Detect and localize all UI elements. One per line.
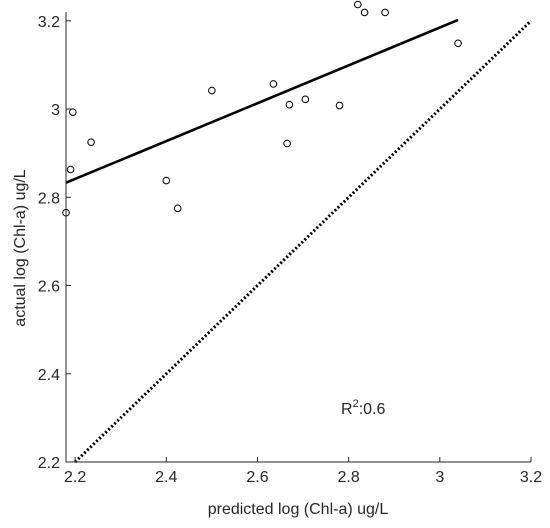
y-axis-label: actual log (Chl-a) ug/L bbox=[12, 169, 29, 327]
data-point bbox=[335, 101, 344, 110]
data-point bbox=[381, 8, 389, 17]
data-point bbox=[208, 86, 216, 95]
data-point bbox=[454, 39, 462, 48]
y-axis: 2.2 2.4 2.6 2.8 3 3.2 bbox=[38, 12, 71, 472]
r-squared-annotation: R2:0.6 bbox=[341, 398, 385, 418]
x-tick-label: 3.2 bbox=[520, 469, 542, 486]
data-point bbox=[360, 8, 369, 17]
identity-line bbox=[74, 19, 533, 464]
data-point bbox=[285, 100, 294, 109]
data-point bbox=[87, 138, 95, 146]
y-tick-label: 2.2 bbox=[38, 455, 60, 472]
y-tick-label: 2.6 bbox=[38, 279, 60, 296]
data-point bbox=[66, 165, 75, 174]
x-tick-label: 2.4 bbox=[155, 469, 177, 486]
plot-area bbox=[62, 0, 533, 464]
y-tick-label: 2.8 bbox=[38, 190, 60, 207]
y-tick-label: 3.2 bbox=[38, 14, 60, 31]
y-tick-label: 3 bbox=[51, 102, 60, 119]
r-squared-superscript: 2 bbox=[353, 398, 359, 410]
r-squared-value: :0.6 bbox=[359, 401, 386, 418]
data-point bbox=[269, 80, 278, 88]
data-point bbox=[173, 204, 182, 213]
r-squared-base: R bbox=[341, 401, 353, 418]
y-tick-label: 2.4 bbox=[38, 367, 60, 384]
fit-line bbox=[65, 18, 459, 184]
data-point bbox=[162, 176, 171, 185]
x-axis-label: predicted log (Chl-a) ug/L bbox=[208, 501, 389, 518]
x-tick-label: 2.6 bbox=[246, 469, 268, 486]
x-tick-label: 3 bbox=[435, 469, 444, 486]
data-point bbox=[283, 139, 291, 148]
data-point bbox=[69, 108, 77, 116]
x-tick-label: 2.2 bbox=[64, 469, 86, 486]
x-axis: 2.2 2.4 2.6 2.8 3 3.2 bbox=[64, 457, 542, 486]
x-tick-label: 2.8 bbox=[338, 469, 360, 486]
data-point bbox=[353, 0, 362, 9]
data-point bbox=[301, 95, 310, 104]
